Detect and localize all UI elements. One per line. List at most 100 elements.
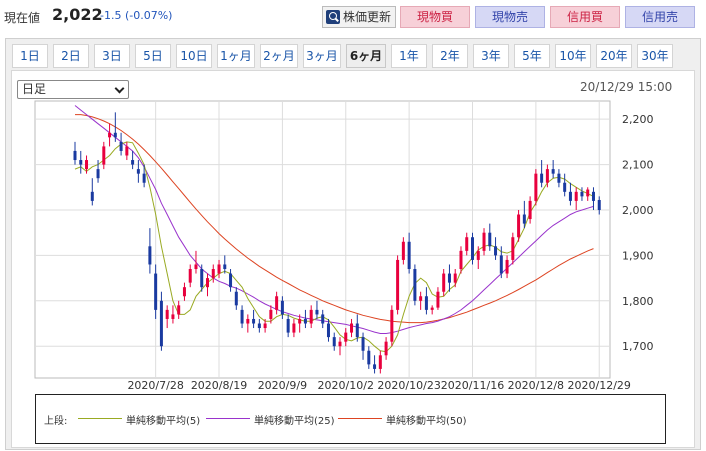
candle-body: [384, 341, 388, 356]
tab-3m[interactable]: 3ヶ月: [303, 44, 341, 68]
candle-body: [488, 232, 492, 247]
tab-2d[interactable]: 2日: [53, 44, 89, 68]
candle-body: [85, 160, 89, 170]
candle-body: [419, 296, 423, 301]
candle-body: [534, 173, 538, 201]
x-tick-label: 2020/9/9: [258, 379, 307, 392]
candle-body: [292, 323, 296, 333]
tab-10y[interactable]: 10年: [555, 44, 591, 68]
candle-body: [551, 169, 555, 174]
candle-body: [459, 250, 463, 270]
tab-2m[interactable]: 2ヶ月: [260, 44, 298, 68]
legend-swatch: [206, 418, 250, 419]
candle-body: [165, 309, 169, 319]
candle-body: [511, 237, 515, 260]
ma5-line: [74, 141, 594, 353]
refresh-quote-button[interactable]: 株価更新: [322, 6, 396, 28]
ma50-line: [75, 114, 594, 324]
candle-body: [211, 269, 215, 279]
candle-body: [136, 169, 140, 174]
legend-swatch: [78, 418, 122, 419]
candle-body: [378, 355, 382, 369]
y-tick-label: 2,000: [622, 204, 654, 217]
tab-3y[interactable]: 3年: [473, 44, 509, 68]
x-tick-label: 2020/12/8: [508, 379, 564, 392]
candle-body: [436, 291, 440, 308]
cash-buy-button[interactable]: 現物買: [400, 6, 470, 28]
price-change: -1.5 (-0.07%): [100, 9, 173, 22]
candle-body: [234, 291, 238, 306]
candle-body: [597, 199, 601, 210]
candle-body: [355, 323, 359, 338]
candle-body: [332, 337, 336, 347]
tab-30y[interactable]: 30年: [637, 44, 673, 68]
candle-body: [315, 309, 319, 315]
tab-5d[interactable]: 5日: [135, 44, 171, 68]
period-select[interactable]: 日足: [17, 80, 129, 99]
cash-sell-button[interactable]: 現物売: [475, 6, 545, 28]
candle-body: [361, 337, 365, 351]
candle-body: [286, 318, 290, 333]
candle-body: [563, 182, 567, 192]
margin-sell-button[interactable]: 信用売: [625, 6, 695, 28]
margin-buy-button[interactable]: 信用買: [550, 6, 620, 28]
candle-body: [505, 259, 509, 274]
candle-body: [326, 323, 330, 338]
candle-body: [413, 269, 417, 301]
candle-body: [373, 364, 377, 369]
tab-20y[interactable]: 20年: [596, 44, 632, 68]
chart-legend: 上段: 単純移動平均(5) 単純移動平均(25) 単純移動平均(50): [35, 394, 666, 444]
candle-body: [154, 273, 158, 310]
candle-body: [471, 237, 474, 260]
tab-2y[interactable]: 2年: [432, 44, 468, 68]
x-tick-label: 2020/8/19: [191, 379, 247, 392]
tab-5y[interactable]: 5年: [514, 44, 550, 68]
candle-body: [119, 141, 123, 151]
y-tick-label: 2,100: [622, 159, 654, 172]
plot-frame: [34, 100, 611, 379]
candle-body: [465, 237, 469, 251]
tab-1m[interactable]: 1ヶ月: [217, 44, 255, 68]
candle-body: [494, 246, 498, 256]
candle-body: [96, 169, 100, 179]
candle-body: [453, 273, 457, 283]
y-tick-label: 1,700: [622, 340, 654, 353]
candle-body: [303, 318, 307, 324]
candle-body: [574, 191, 578, 201]
tab-1d[interactable]: 1日: [12, 44, 48, 68]
x-tick-label: 2020/7/28: [127, 379, 183, 392]
candle-body: [540, 173, 544, 183]
candle-body: [401, 241, 405, 260]
candle-body: [390, 309, 394, 342]
tab-10d[interactable]: 10日: [176, 44, 212, 68]
period-select-value: 日足: [22, 82, 47, 96]
candle-body: [568, 191, 572, 201]
candle-body: [482, 232, 486, 251]
legend-label: 単純移動平均(50): [386, 416, 467, 427]
candle-body: [275, 296, 279, 310]
candle-body: [240, 309, 244, 324]
candle-body: [442, 273, 446, 292]
candle-body: [528, 200, 532, 220]
candle-body: [447, 273, 451, 283]
tab-1y[interactable]: 1年: [391, 44, 427, 68]
y-tick-label: 2,200: [622, 113, 654, 126]
candle-body: [367, 350, 371, 365]
candle-body: [182, 287, 186, 297]
candle-body: [263, 323, 267, 329]
candle-body: [545, 169, 549, 183]
candle-body: [430, 307, 434, 310]
legend-swatch: [338, 418, 382, 419]
candle-body: [499, 255, 503, 274]
legend-label: 単純移動平均(25): [254, 416, 335, 427]
candle-body: [321, 314, 325, 324]
candle-body: [396, 259, 400, 310]
candle-body: [108, 132, 112, 138]
tab-6m[interactable]: 6ヶ月: [346, 44, 386, 68]
candle-body: [522, 214, 526, 224]
y-tick-label: 1,800: [622, 295, 654, 308]
tab-3d[interactable]: 3日: [94, 44, 130, 68]
candle-body: [188, 269, 192, 283]
candle-body: [142, 173, 146, 183]
candle-body: [246, 318, 250, 324]
